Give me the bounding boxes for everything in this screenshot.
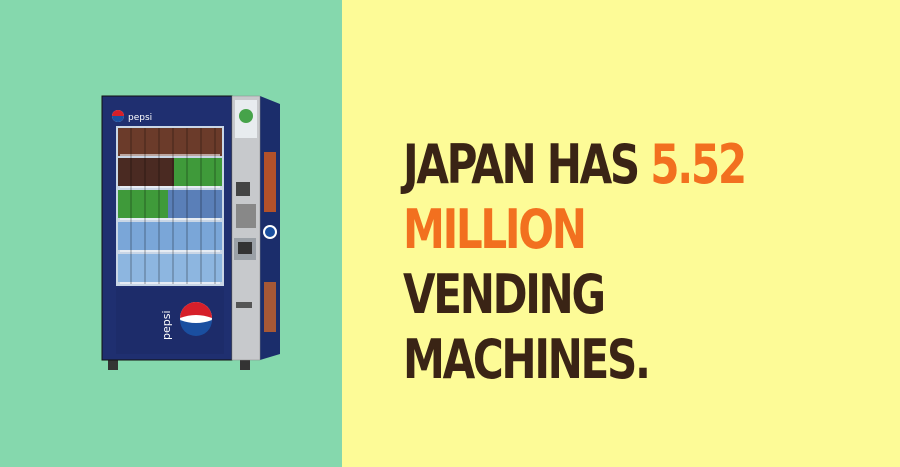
left-panel: pepsi — [0, 0, 342, 467]
fact-headline: JAPAN HAS 5.52 MILLION VENDING MACHINES. — [403, 132, 770, 392]
machine-brand-front: pepsi — [160, 310, 173, 340]
headline-part1: JAPAN HAS — [403, 133, 640, 196]
headline-part3: MACHINES. — [403, 328, 651, 391]
headline-highlight-word: MILLION — [403, 198, 587, 261]
drink-rows — [118, 128, 222, 284]
right-panel — [342, 0, 900, 467]
headline-number: 5.52 — [650, 133, 747, 196]
headline-part2: VENDING — [403, 263, 606, 326]
machine-brand-top: pepsi — [128, 113, 152, 123]
vending-machine-image: pepsi — [101, 95, 280, 370]
